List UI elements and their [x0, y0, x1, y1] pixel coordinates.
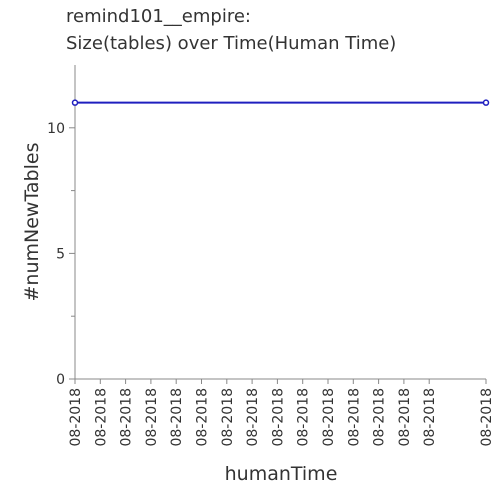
x-tick-label: 08-2018 — [372, 388, 388, 447]
y-tick-label: 5 — [56, 246, 65, 262]
x-tick-label: 08-2018 — [479, 388, 495, 447]
x-tick-label: 08-2018 — [119, 388, 135, 447]
x-tick-label: 08-2018 — [346, 388, 362, 447]
x-tick-label: 08-2018 — [220, 388, 236, 447]
plot-area — [71, 99, 490, 106]
x-tick-label: 08-2018 — [68, 388, 84, 447]
x-tick-label: 08-2018 — [397, 388, 413, 447]
x-tick-label: 08-2018 — [245, 388, 261, 447]
x-tick-label: 08-2018 — [296, 388, 312, 447]
y-axis-title: #numNewTables — [21, 143, 43, 302]
chart-title-line-2: Size(tables) over Time(Human Time) — [66, 33, 397, 54]
x-tick-label: 08-2018 — [93, 388, 109, 447]
x-tick-label: 08-2018 — [321, 388, 337, 447]
axes — [74, 65, 486, 380]
data-point — [482, 99, 490, 106]
y-axis-ticks: 0 5 10 — [47, 121, 75, 388]
y-tick-label: 10 — [47, 121, 65, 137]
chart-title-line-1: remind101__empire: — [66, 6, 251, 27]
x-tick-label: 08-2018 — [169, 388, 185, 447]
x-tick-label: 08-2018 — [422, 388, 438, 447]
x-axis-title: humanTime — [225, 463, 338, 485]
x-axis-ticks: 08-2018 08-2018 08-2018 08-2018 08-2018 08-20… — [68, 379, 495, 447]
y-tick-label: 0 — [56, 372, 65, 388]
x-tick-label: 08-2018 — [270, 388, 286, 447]
x-tick-label: 08-2018 — [195, 388, 211, 447]
data-point — [71, 99, 79, 106]
x-tick-label: 08-2018 — [144, 388, 160, 447]
